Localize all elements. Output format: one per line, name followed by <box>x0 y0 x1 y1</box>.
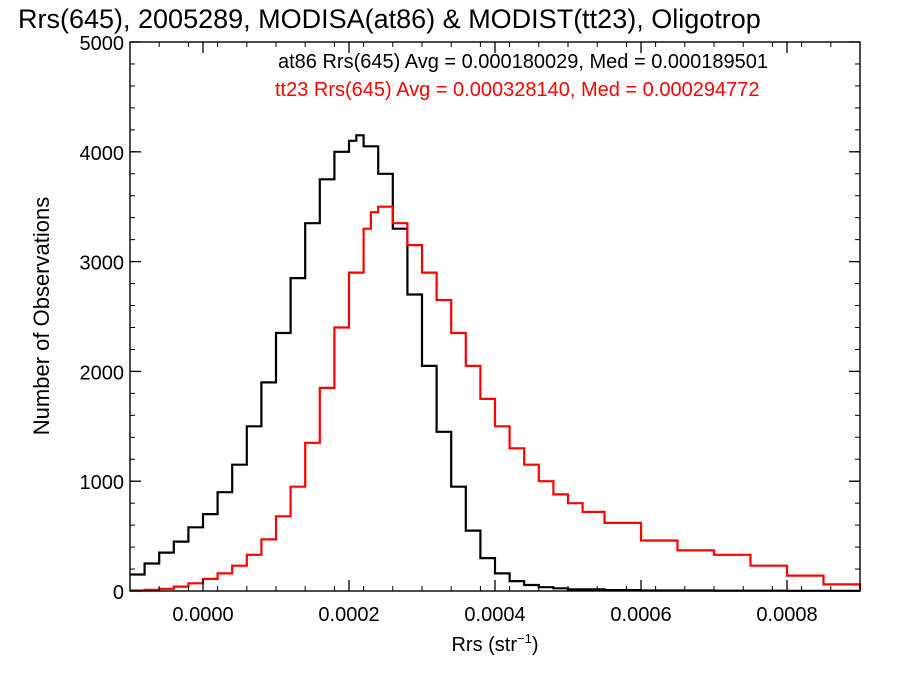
y-tick-label: 5000 <box>80 33 125 55</box>
chart-title: Rrs(645), 2005289, MODISA(at86) & MODIST… <box>18 4 761 34</box>
y-tick-label: 3000 <box>80 253 125 275</box>
plot-frame <box>129 41 861 592</box>
x-tick-label: 0.0000 <box>172 604 233 626</box>
y-tick-label: 0 <box>113 582 124 604</box>
series-line-1 <box>130 205 862 592</box>
x-tick-label: 0.0006 <box>610 604 671 626</box>
legend-entry-tt23: tt23 Rrs(645) Avg = 0.000328140, Med = 0… <box>275 79 759 101</box>
y-tick-label: 2000 <box>80 362 125 384</box>
x-axis-label: Rrs (str−1) <box>451 631 538 656</box>
x-tick-label: 0.0008 <box>756 604 817 626</box>
x-tick-label: 0.0004 <box>464 604 525 626</box>
y-tick-label: 4000 <box>80 143 125 165</box>
y-tick-label: 1000 <box>80 472 125 494</box>
legend-entry-at86: at86 Rrs(645) Avg = 0.000180029, Med = 0… <box>278 51 768 73</box>
plot-area: 0.0000 0.0002 0.0004 0.0006 0.0008 0 1000 2000 3… <box>80 33 862 626</box>
x-tick-label: 0.0002 <box>318 604 379 626</box>
y-axis-label: Number of Observations <box>29 197 54 435</box>
series-line-0 <box>130 134 862 592</box>
